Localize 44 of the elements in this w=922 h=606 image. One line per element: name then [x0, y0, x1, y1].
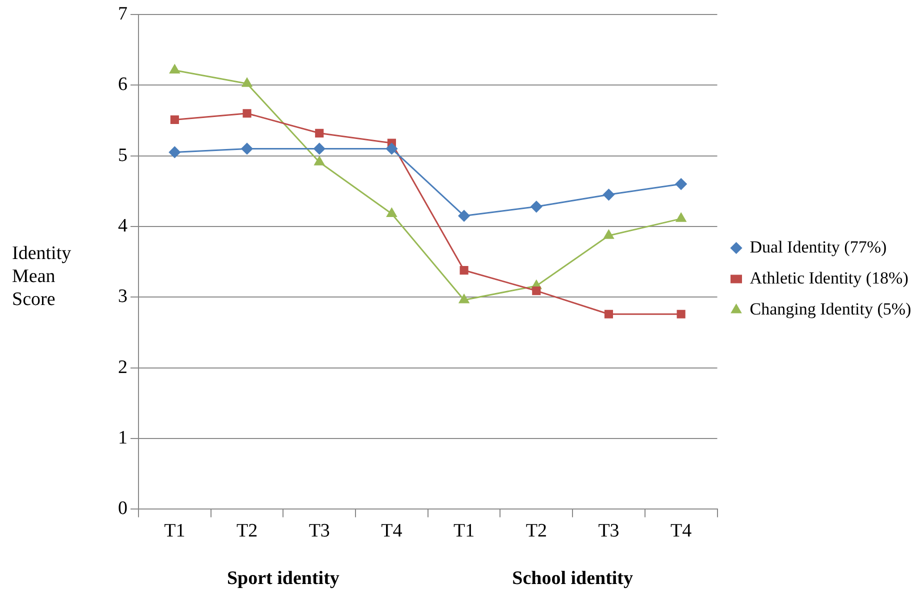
x-tick-label: T1 [453, 520, 475, 542]
legend-label: Changing Identity (5%) [750, 299, 912, 318]
point [168, 146, 180, 158]
point [675, 178, 687, 190]
legend-label: Dual Identity (77%) [750, 237, 887, 256]
x-tick-label: T1 [164, 520, 186, 542]
point [676, 212, 686, 222]
x-tick-label: T2 [526, 520, 547, 542]
y-tick-label: 6 [118, 74, 128, 96]
point [242, 78, 252, 87]
x-tick-label: T3 [308, 520, 330, 542]
y-tick-label: 7 [118, 3, 128, 24]
point [315, 128, 324, 138]
point [314, 156, 324, 166]
y-tick-label: 2 [118, 356, 128, 378]
x-tick-label: T4 [381, 520, 403, 542]
point [458, 210, 470, 222]
point [241, 142, 253, 154]
point [170, 115, 179, 124]
point [604, 230, 614, 239]
x-tick-label: T3 [598, 520, 620, 542]
x-tick-label: T2 [236, 520, 258, 542]
y-tick-label: 1 [118, 428, 128, 448]
point [314, 142, 326, 154]
point [458, 294, 470, 304]
y-axis-title: Identity Mean Score [12, 242, 72, 311]
y-tick-label: 0 [118, 498, 128, 520]
text: Sport identity [226, 568, 340, 590]
x-tick-label: T4 [670, 520, 692, 542]
point [460, 266, 468, 275]
point [530, 200, 542, 212]
y-tick-label: 5 [118, 144, 128, 166]
y-tick-label: 4 [118, 215, 128, 236]
point [532, 286, 541, 296]
text: School identity [512, 568, 634, 590]
point [604, 310, 614, 318]
point [676, 310, 686, 318]
point [242, 109, 252, 118]
legend-label: Athletic Identity (18%) [750, 268, 908, 288]
y-tick-label: 3 [118, 286, 128, 308]
point [386, 142, 398, 154]
point [386, 208, 397, 217]
point [602, 188, 614, 200]
point [170, 64, 180, 74]
